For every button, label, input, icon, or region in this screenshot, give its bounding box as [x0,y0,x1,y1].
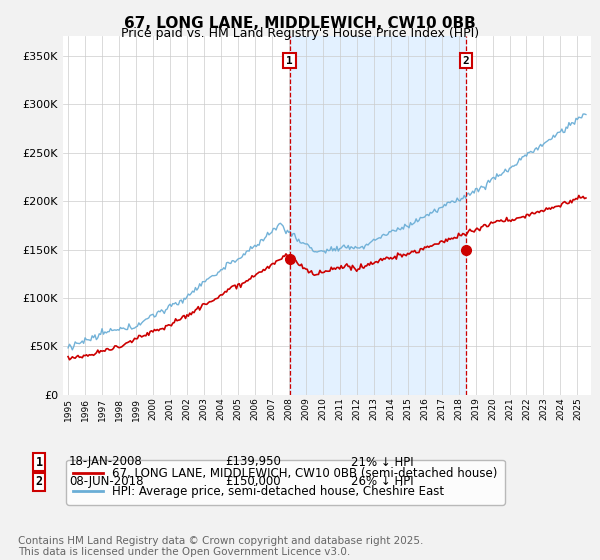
Text: 21% ↓ HPI: 21% ↓ HPI [351,455,413,469]
Text: 2: 2 [35,475,43,488]
Legend: 67, LONG LANE, MIDDLEWICH, CW10 0BB (semi-detached house), HPI: Average price, s: 67, LONG LANE, MIDDLEWICH, CW10 0BB (sem… [66,460,505,505]
Bar [290,36,466,395]
Text: 1: 1 [286,55,293,66]
Text: 67, LONG LANE, MIDDLEWICH, CW10 0BB: 67, LONG LANE, MIDDLEWICH, CW10 0BB [124,16,476,31]
Text: 1: 1 [35,455,43,469]
Text: 08-JUN-2018: 08-JUN-2018 [69,475,143,488]
Text: £150,000: £150,000 [225,475,281,488]
Text: 26% ↓ HPI: 26% ↓ HPI [351,475,413,488]
Text: £139,950: £139,950 [225,455,281,469]
Text: 18-JAN-2008: 18-JAN-2008 [69,455,143,469]
Text: 2: 2 [463,55,469,66]
Text: Contains HM Land Registry data © Crown copyright and database right 2025.
This d: Contains HM Land Registry data © Crown c… [18,535,424,557]
Text: Price paid vs. HM Land Registry's House Price Index (HPI): Price paid vs. HM Land Registry's House … [121,27,479,40]
